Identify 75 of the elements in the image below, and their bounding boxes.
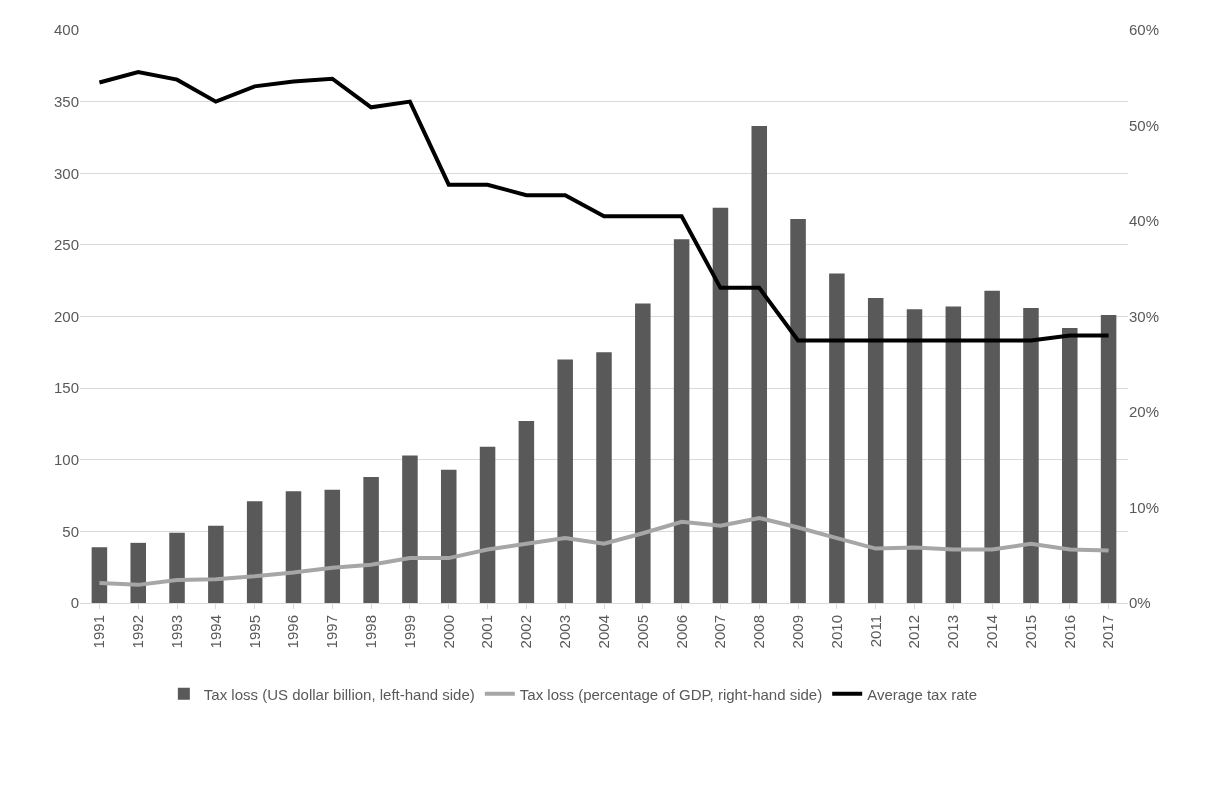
bar — [712, 207, 729, 603]
bar — [673, 239, 690, 603]
y2-tick-label: 40% — [1129, 212, 1160, 230]
y-tick-label: 50 — [62, 522, 79, 540]
legend-label: Tax loss (percentage of GDP, right-hand side) — [519, 685, 823, 703]
bar — [169, 532, 185, 603]
bar — [1023, 307, 1039, 603]
x-tick-label: 2000 — [439, 615, 457, 649]
x-tick-label: 2013 — [944, 615, 962, 649]
legend-label: Tax loss (US dollar billion, left-hand side) — [203, 685, 475, 703]
bar — [91, 547, 108, 603]
bar — [984, 290, 1000, 603]
y2-tick-label: 30% — [1129, 307, 1160, 325]
y-tick-label: 0 — [70, 594, 79, 612]
y2-tick-label: 60% — [1129, 21, 1160, 39]
bar — [557, 359, 573, 603]
y-tick-label: 300 — [53, 164, 79, 182]
x-tick-label: 1994 — [206, 615, 224, 649]
x-tick-label: 2002 — [517, 615, 535, 649]
bar — [402, 455, 418, 603]
bar — [635, 303, 651, 603]
bar — [440, 469, 457, 603]
x-tick-label: 1997 — [323, 615, 341, 649]
bar — [130, 542, 146, 603]
y2-tick-label: 50% — [1129, 116, 1160, 134]
x-tick-label: 2014 — [983, 615, 1001, 649]
y-tick-label: 250 — [53, 236, 79, 254]
x-tick-label: 2003 — [556, 615, 574, 649]
x-tick-label: 2012 — [905, 615, 923, 649]
bar — [596, 352, 612, 603]
bar — [790, 219, 806, 603]
line-series — [97, 516, 1111, 587]
bar — [324, 489, 341, 603]
x-tick-label: 2015 — [1021, 615, 1039, 649]
x-tick-label: 2005 — [633, 615, 651, 649]
y-tick-label: 350 — [53, 92, 79, 110]
bar — [829, 273, 845, 603]
x-tick-label: 2010 — [827, 615, 845, 649]
bar — [751, 125, 768, 603]
x-tick-label: 2009 — [788, 615, 806, 649]
x-tick-label: 2008 — [750, 615, 768, 649]
legend-label: Average tax rate — [867, 685, 977, 703]
bar — [867, 297, 884, 603]
bar — [906, 309, 923, 603]
x-tick-label: 2017 — [1099, 615, 1117, 649]
bar — [1062, 327, 1078, 603]
y2-tick-label: 0% — [1129, 594, 1151, 612]
bar — [518, 421, 535, 603]
x-tick-label: 1993 — [167, 615, 185, 649]
x-tick-label: 1996 — [284, 615, 302, 649]
bar — [246, 501, 263, 603]
bar — [208, 525, 224, 603]
x-tick-label: 1998 — [361, 615, 379, 649]
y2-tick-label: 20% — [1129, 403, 1160, 421]
x-tick-label: 2006 — [672, 615, 690, 649]
x-tick-label: 2001 — [478, 615, 496, 649]
y-tick-label: 200 — [53, 307, 79, 325]
y-tick-label: 400 — [53, 21, 79, 39]
x-tick-label: 1995 — [245, 615, 263, 649]
x-tick-label: 2011 — [866, 615, 884, 648]
x-tick-label: 1999 — [400, 615, 418, 649]
x-tick-label: 2007 — [711, 615, 729, 649]
x-tick-label: 2004 — [594, 615, 612, 649]
line-series — [97, 70, 1111, 343]
y-tick-label: 100 — [53, 451, 79, 468]
x-tick-label: 1992 — [129, 615, 147, 649]
bar — [945, 306, 962, 603]
bar — [285, 491, 302, 603]
x-tick-label: 2016 — [1060, 615, 1078, 649]
bar — [1100, 315, 1117, 603]
bar — [363, 476, 379, 603]
y-tick-label: 150 — [53, 379, 79, 397]
x-tick-label: 1991 — [90, 615, 108, 649]
y2-tick-label: 10% — [1129, 498, 1160, 516]
bar — [479, 446, 496, 603]
